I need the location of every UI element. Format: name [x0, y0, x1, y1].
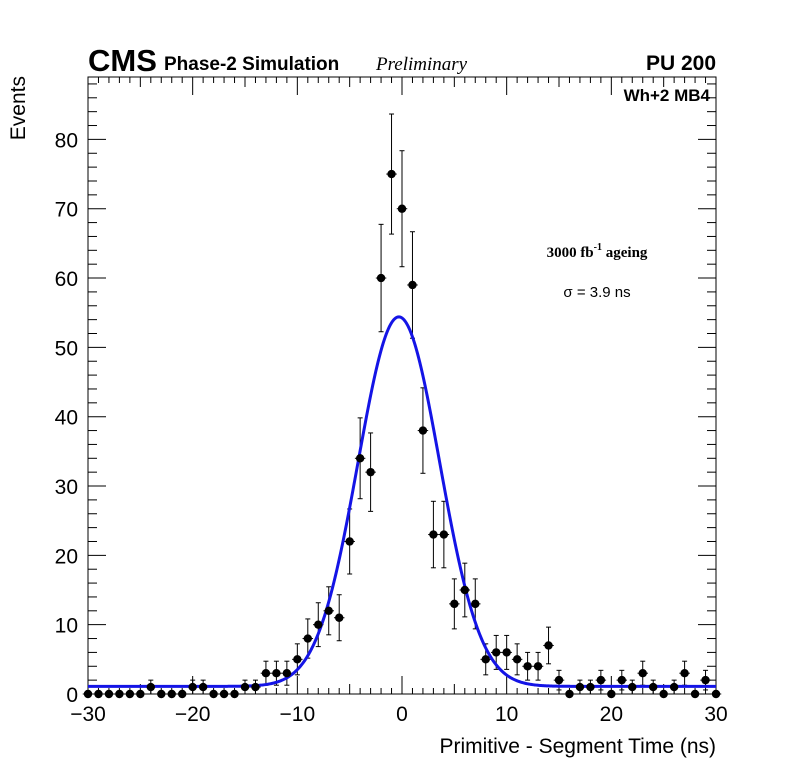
data-point [146, 682, 155, 692]
x-tick-label: −10 [280, 703, 316, 726]
data-point [366, 467, 375, 477]
y-tick-label: 40 [55, 407, 78, 430]
ageing-label: 3000 fb-1 ageing [547, 242, 648, 261]
data-point [115, 689, 124, 699]
y-tick-label: 30 [55, 476, 78, 499]
data-point [157, 689, 166, 699]
data-point [596, 675, 606, 685]
phase2-simulation-label: Phase-2 Simulation [164, 54, 339, 75]
x-tick-label: 0 [396, 703, 408, 726]
error-bars [82, 113, 722, 695]
data-point [303, 634, 312, 643]
x-tick-label: 10 [495, 703, 518, 726]
data-point [659, 689, 668, 699]
data-point [188, 682, 197, 692]
data-point [345, 537, 354, 546]
preliminary-label: Preliminary [375, 54, 468, 75]
y-tick-label: 20 [55, 545, 78, 568]
data-point [335, 613, 344, 622]
x-axis-title: Primitive - Segment Time (ns) [439, 735, 716, 758]
y-tick-label: 10 [55, 615, 78, 638]
data-point [261, 669, 271, 678]
y-axis: 0 10 20 30 40 50 60 70 80 [55, 83, 716, 707]
data-point [198, 682, 208, 692]
ageing-exponent: -1 [594, 242, 602, 253]
data-point [607, 689, 616, 699]
data-point [355, 454, 365, 463]
data-point [638, 669, 647, 678]
resolution-label: σ = 3.9 ns [563, 284, 630, 301]
data-point [492, 648, 501, 657]
data-point [376, 273, 386, 283]
data-point [167, 689, 176, 699]
x-tick-label: −20 [175, 703, 211, 726]
y-tick-label: 0 [66, 684, 78, 707]
y-axis-title: Events [7, 76, 30, 140]
data-point [136, 689, 145, 699]
data-point [450, 599, 459, 609]
data-point [669, 682, 679, 692]
data-point [282, 669, 292, 678]
data-point [565, 689, 574, 699]
data-point [680, 669, 689, 678]
data-point [586, 682, 595, 692]
y-tick-label: 50 [55, 337, 78, 360]
data-point [324, 606, 333, 616]
data-point [104, 689, 114, 699]
data-point [575, 682, 585, 692]
data-point [230, 689, 239, 699]
data-point [429, 530, 438, 539]
data-point [554, 675, 564, 685]
data-point [471, 599, 480, 609]
data-point [533, 662, 543, 671]
data-point [83, 689, 93, 699]
cms-label: CMS [88, 43, 157, 78]
x-axis: −30 −20 −10 0 10 20 30 [70, 77, 728, 726]
ageing-suffix: ageing [602, 245, 648, 261]
x-tick-label: −30 [70, 703, 106, 726]
x-tick-label: 20 [600, 703, 623, 726]
data-point [544, 641, 553, 650]
data-point [418, 426, 428, 435]
data-point [439, 530, 449, 539]
ageing-luminosity: 3000 fb [547, 245, 594, 261]
data-point [272, 669, 281, 678]
pileup-label: PU 200 [646, 52, 716, 75]
data-markers [83, 169, 721, 699]
data-point [178, 689, 187, 699]
data-point [649, 682, 658, 692]
data-point [512, 655, 522, 664]
y-tick-label: 60 [55, 268, 78, 291]
data-point [251, 682, 260, 692]
data-point [617, 675, 626, 685]
data-point [209, 689, 218, 699]
data-point [460, 585, 469, 595]
data-point [628, 682, 637, 692]
data-point [387, 169, 396, 179]
data-point [523, 662, 532, 671]
data-point [690, 689, 700, 699]
data-point [314, 620, 323, 629]
data-point [293, 655, 302, 664]
data-point [481, 655, 490, 664]
x-tick-label: 30 [704, 703, 727, 726]
data-point [701, 675, 710, 685]
data-point [711, 689, 721, 699]
y-tick-label: 70 [55, 199, 78, 222]
data-point [219, 689, 229, 699]
data-point [125, 689, 135, 699]
data-point [408, 280, 417, 290]
data-point [397, 204, 407, 213]
data-point [240, 682, 250, 692]
category-label: Wh+2 MB4 [624, 86, 711, 105]
data-point [502, 648, 511, 657]
gaussian-fit-curve [88, 315, 716, 688]
data-point [94, 689, 103, 699]
y-tick-label: 80 [55, 129, 78, 152]
